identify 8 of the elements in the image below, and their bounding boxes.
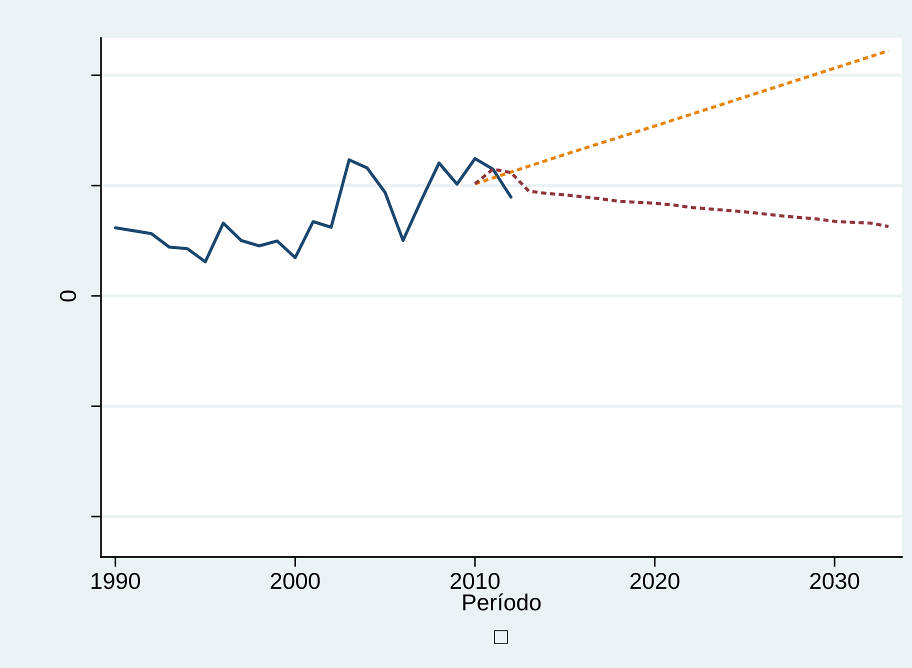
text: □ [494, 630, 508, 644]
x-tick-label: 2020 [630, 572, 680, 590]
text: 0 [60, 290, 76, 302]
x-tick-label: 2030 [810, 572, 860, 590]
x-axis-title: Período [463, 593, 541, 610]
x-tick-label: 1990 [92, 572, 140, 590]
x-tick-label: 2000 [270, 572, 320, 590]
x-tick-label: 2010 [450, 572, 500, 590]
